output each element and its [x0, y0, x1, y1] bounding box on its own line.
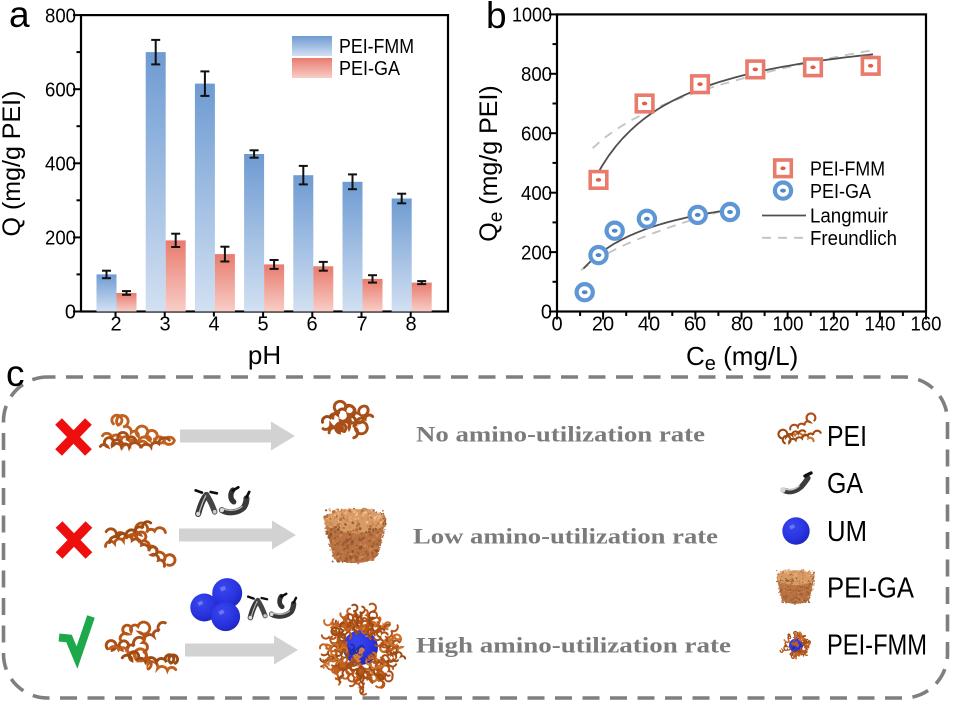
svg-text:PEI-GA: PEI-GA — [810, 181, 872, 203]
svg-text:80: 80 — [731, 314, 753, 336]
svg-text:Qe (mg/g PEI): Qe (mg/g PEI) — [475, 85, 507, 241]
svg-text:140: 140 — [865, 314, 896, 336]
svg-text:High amino-utilization rate: High amino-utilization rate — [416, 633, 731, 658]
svg-text:0: 0 — [65, 302, 76, 324]
svg-text:PEI: PEI — [827, 421, 867, 453]
svg-text:PEI-GA: PEI-GA — [827, 573, 915, 605]
svg-text:a: a — [9, 0, 30, 35]
svg-text:0: 0 — [541, 302, 552, 324]
svg-text:200: 200 — [45, 228, 76, 250]
svg-text:600: 600 — [521, 123, 552, 145]
svg-text:100: 100 — [773, 314, 804, 336]
svg-text:PEI-GA: PEI-GA — [339, 58, 401, 80]
svg-text:Q (mg/g PEI): Q (mg/g PEI) — [0, 91, 26, 237]
svg-text:20: 20 — [592, 314, 614, 336]
svg-text:8: 8 — [405, 314, 416, 336]
svg-text:7: 7 — [356, 314, 367, 336]
svg-text:600: 600 — [45, 79, 76, 101]
svg-text:b: b — [486, 0, 507, 36]
svg-text:800: 800 — [45, 5, 76, 27]
svg-text:Langmuir: Langmuir — [810, 206, 888, 228]
svg-text:PEI-FMM: PEI-FMM — [810, 159, 885, 181]
svg-text:0: 0 — [551, 314, 562, 336]
svg-text:PEI-FMM: PEI-FMM — [827, 630, 927, 662]
svg-text:6: 6 — [306, 314, 317, 336]
svg-text:1000: 1000 — [512, 5, 552, 27]
svg-text:160: 160 — [911, 314, 942, 336]
svg-text:PEI-FMM: PEI-FMM — [339, 36, 414, 58]
svg-text:120: 120 — [819, 314, 850, 336]
svg-text:Ce (mg/L): Ce (mg/L) — [686, 341, 798, 375]
svg-text:400: 400 — [45, 154, 76, 176]
svg-text:60: 60 — [684, 314, 706, 336]
svg-text:Freundlich: Freundlich — [810, 228, 897, 250]
svg-text:400: 400 — [521, 183, 552, 205]
svg-text:GA: GA — [827, 468, 864, 500]
svg-text:UM: UM — [827, 516, 867, 548]
svg-text:4: 4 — [208, 314, 219, 336]
svg-text:No amino-utilization rate: No amino-utilization rate — [416, 422, 705, 447]
svg-text:2: 2 — [110, 314, 121, 336]
svg-text:3: 3 — [159, 314, 170, 336]
svg-text:Low amino-utilization rate: Low amino-utilization rate — [413, 524, 718, 549]
svg-text:c: c — [6, 353, 25, 394]
svg-text:800: 800 — [521, 64, 552, 86]
svg-text:40: 40 — [638, 314, 660, 336]
svg-text:200: 200 — [521, 242, 552, 264]
svg-text:pH: pH — [248, 340, 281, 370]
svg-text:5: 5 — [257, 314, 268, 336]
